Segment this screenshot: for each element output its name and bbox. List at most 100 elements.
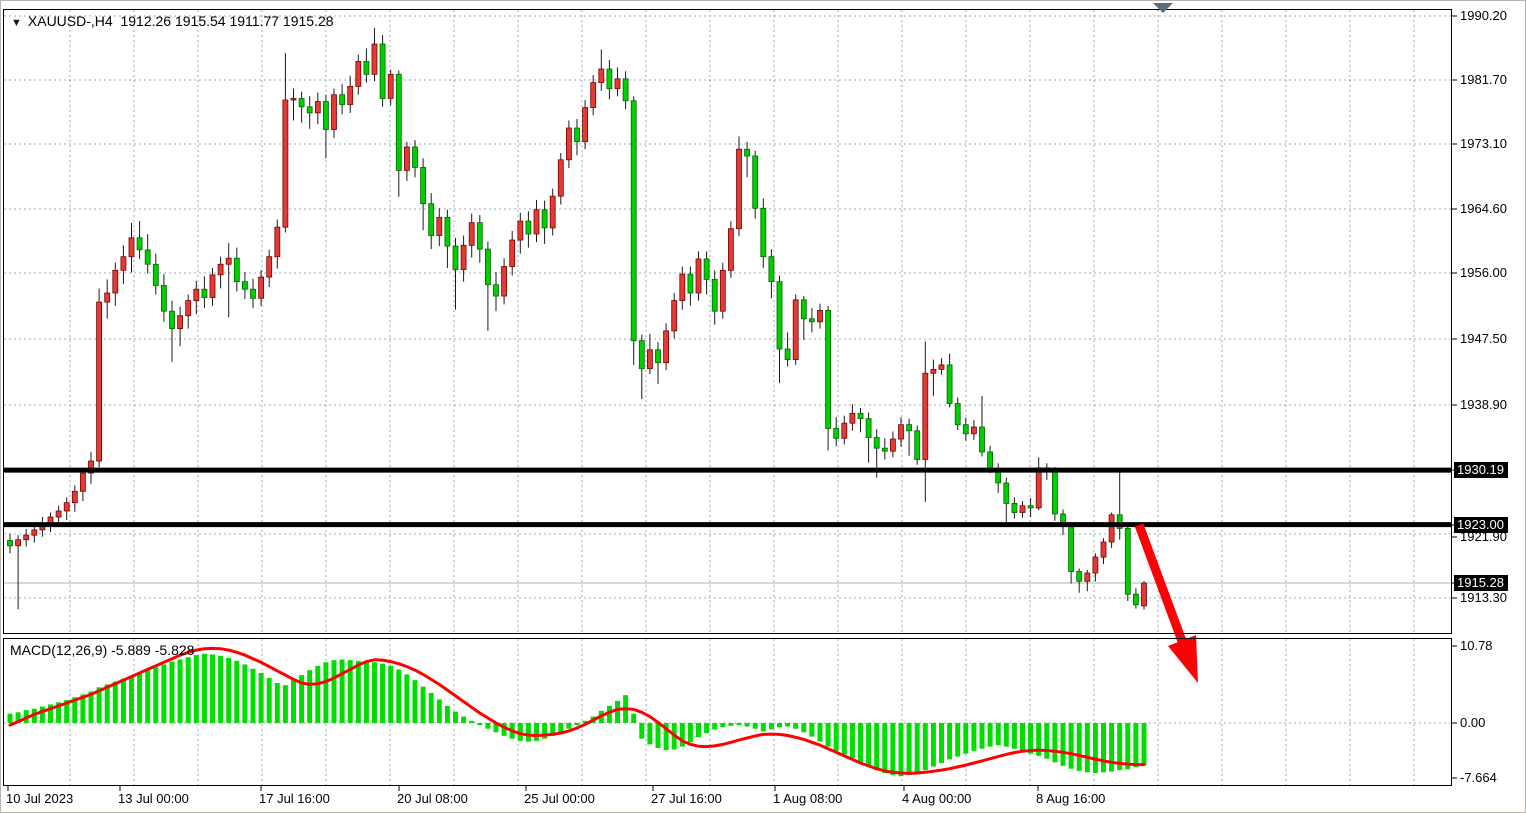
- candle-body: [15, 539, 22, 547]
- candle-body: [1076, 571, 1083, 582]
- macd-histogram-bar: [1028, 723, 1034, 754]
- price-badge: 1930.19: [1454, 462, 1508, 478]
- macd-histogram-bar: [56, 702, 62, 723]
- macd-histogram-bar: [1076, 723, 1082, 771]
- macd-histogram-bar: [1052, 723, 1058, 763]
- candle-body: [379, 43, 386, 99]
- time-axis-label: 17 Jul 16:00: [259, 791, 330, 806]
- candle-body: [509, 239, 516, 267]
- macd-histogram-bar: [104, 684, 110, 723]
- macd-histogram-bar: [282, 685, 288, 723]
- symbol-timeframe: XAUUSD-,H4: [27, 13, 113, 29]
- candle-body: [152, 263, 159, 286]
- macd-histogram-bar: [201, 653, 207, 723]
- macd-histogram-bar: [380, 663, 386, 723]
- macd-histogram-bar: [347, 660, 353, 723]
- candle-body: [371, 43, 378, 75]
- candle-body: [687, 273, 694, 294]
- candle-body: [930, 369, 937, 374]
- candle-body: [971, 426, 977, 435]
- candle-body: [695, 258, 702, 294]
- macd-histogram-bar: [161, 664, 167, 723]
- candle-body: [241, 281, 248, 290]
- price-axis-label: 1981.70: [1460, 72, 1507, 87]
- macd-histogram-bar: [744, 723, 750, 727]
- macd-histogram-bar: [39, 706, 45, 723]
- macd-histogram-bar: [1036, 723, 1042, 756]
- macd-histogram-bar: [15, 712, 21, 723]
- candle-body: [566, 127, 572, 161]
- candle-body: [517, 220, 524, 241]
- candle-body: [80, 472, 86, 492]
- macd-histogram-bar: [825, 723, 831, 747]
- macd-histogram-bar: [177, 659, 183, 723]
- candle-body: [233, 257, 240, 283]
- candle-body: [800, 299, 807, 320]
- candle-body: [274, 226, 281, 258]
- candle-body: [112, 269, 119, 294]
- macd-histogram-bar: [48, 704, 53, 723]
- macd-histogram-bar: [574, 723, 580, 726]
- macd-histogram-bar: [720, 723, 726, 728]
- macd-histogram-bar: [274, 682, 280, 723]
- candle-body: [71, 490, 78, 504]
- macd-histogram-bar: [444, 705, 450, 723]
- candle-body: [533, 209, 540, 235]
- macd-histogram-bar: [987, 723, 993, 747]
- macd-histogram-bar: [404, 674, 410, 723]
- macd-histogram-bar: [137, 672, 143, 723]
- candle-body: [1133, 593, 1139, 606]
- candle-body: [476, 222, 483, 250]
- candle-body: [250, 288, 256, 299]
- candle-body: [322, 101, 329, 130]
- candle-body: [290, 98, 297, 101]
- macd-histogram-bar: [979, 723, 985, 749]
- candle-body: [938, 364, 945, 370]
- macd-histogram-bar: [534, 723, 539, 741]
- symbol-dropdown-icon[interactable]: ▼: [11, 17, 22, 29]
- candle-body: [501, 266, 508, 297]
- macd-histogram-bar: [930, 723, 936, 767]
- macd-histogram-bar: [898, 723, 904, 777]
- macd-histogram-bar: [80, 694, 86, 723]
- candle-body: [744, 148, 750, 157]
- macd-histogram-bar: [1084, 723, 1090, 773]
- macd-histogram-bar: [226, 657, 232, 723]
- macd-histogram-bar: [550, 723, 556, 736]
- candle-body: [1084, 572, 1091, 582]
- macd-histogram-bar: [606, 705, 612, 723]
- candle-body: [736, 148, 742, 230]
- macd-histogram-bar: [242, 664, 248, 723]
- macd-histogram-bar: [955, 723, 961, 757]
- macd-histogram-bar: [793, 723, 799, 729]
- macd-histogram-bar: [299, 675, 305, 723]
- macd-histogram-bar: [1003, 723, 1009, 747]
- candle-body: [31, 529, 38, 536]
- macd-histogram-bar: [542, 723, 548, 739]
- candle-body: [728, 228, 734, 271]
- macd-histogram-bar: [428, 692, 434, 723]
- candle-body: [258, 276, 265, 299]
- candle-body: [663, 330, 669, 364]
- candle-body: [825, 310, 831, 429]
- macd-histogram-bar: [88, 691, 94, 723]
- candle-body: [679, 273, 686, 301]
- time-axis-label: 20 Jul 08:00: [397, 791, 468, 806]
- time-axis-label: 8 Aug 16:00: [1036, 791, 1106, 806]
- candle-body: [582, 107, 588, 143]
- candle-body: [1108, 514, 1115, 543]
- price-axis-label: 1938.90: [1460, 397, 1507, 412]
- candle-body: [201, 288, 208, 298]
- candle-body: [590, 82, 597, 108]
- candle-body: [23, 534, 30, 541]
- macd-histogram-bar: [477, 723, 483, 726]
- macd-histogram-bar: [234, 660, 240, 723]
- candle-body: [760, 207, 767, 258]
- macd-histogram-bar: [501, 723, 507, 736]
- main-chart-panel-border: [3, 9, 1452, 634]
- candle-body: [1100, 541, 1107, 558]
- price-axis-label: 1973.10: [1460, 136, 1507, 151]
- candle-body: [217, 263, 224, 276]
- macd-histogram-bar: [566, 723, 572, 729]
